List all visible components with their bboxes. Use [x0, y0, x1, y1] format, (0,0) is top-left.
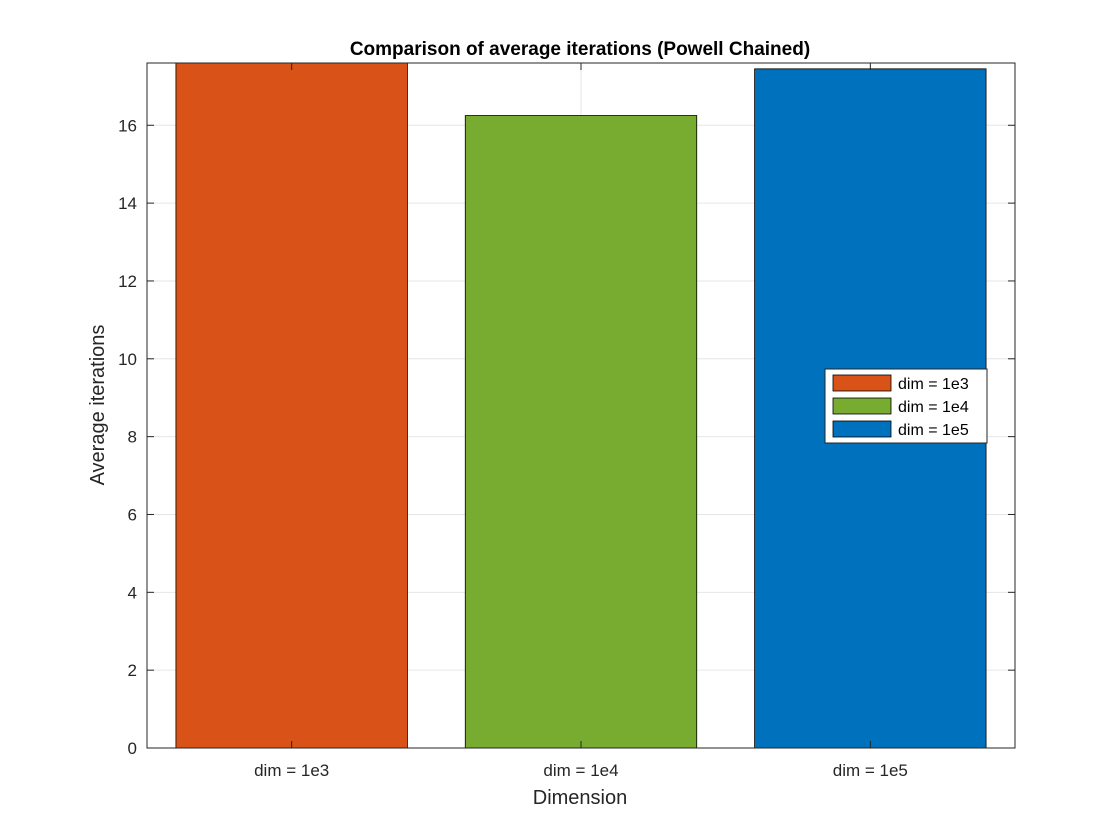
legend-swatch-1	[832, 374, 892, 392]
legend-swatch-3	[832, 420, 892, 438]
y-tick-label: 6	[128, 505, 137, 524]
legend-swatch-2	[832, 397, 892, 415]
x-tick-label: dim = 1e3	[254, 761, 329, 780]
legend-label-2: dim = 1e4	[898, 399, 969, 416]
legend-label-1: dim = 1e3	[898, 376, 969, 393]
y-tick-label: 16	[118, 116, 137, 135]
legend-label-3: dim = 1e5	[898, 422, 969, 439]
axis-ticks: 0 2 4 6 8 10 12 14 16 dim = 1e3 dim = 1e4 dim = 1e5	[118, 63, 1015, 780]
y-tick-label: 4	[128, 583, 137, 602]
x-tick-label: dim = 1e5	[833, 761, 908, 780]
y-axis-label: Average iterations	[87, 325, 109, 486]
y-tick-label: 10	[118, 350, 137, 369]
chart-title: Comparison of average iterations (Powell…	[350, 39, 810, 60]
bars	[175, 62, 987, 749]
y-tick-label: 0	[128, 739, 137, 758]
y-tick-label: 12	[118, 272, 137, 291]
y-tick-label: 2	[128, 661, 137, 680]
bar-1	[175, 62, 408, 749]
bar-2	[464, 115, 698, 749]
y-tick-label: 8	[128, 428, 137, 447]
legend: dim = 1e3 dim = 1e4 dim = 1e5	[824, 368, 988, 444]
x-tick-label: dim = 1e4	[543, 761, 618, 780]
y-tick-label: 14	[118, 194, 137, 213]
x-axis-label: Dimension	[533, 787, 627, 809]
